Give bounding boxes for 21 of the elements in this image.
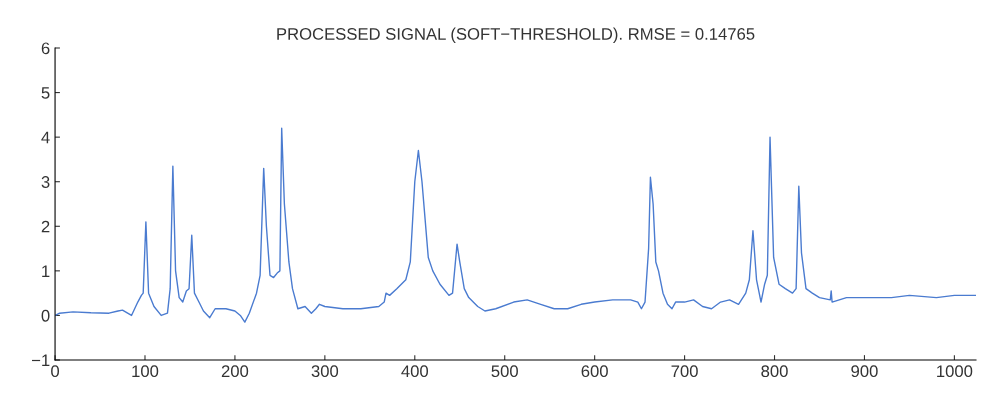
x-tick-label: 100: [132, 365, 159, 378]
x-tick-label: 1000: [937, 365, 973, 378]
x-tick-label: 0: [51, 365, 60, 378]
x-tick-label: 700: [671, 365, 698, 378]
x-tick-label: 900: [851, 365, 878, 378]
x-tick-label: 300: [311, 365, 339, 378]
y-tick-label: 4: [41, 131, 50, 144]
y-tick-label: 6: [41, 42, 50, 55]
x-tick-label: 400: [401, 365, 429, 378]
y-tick-label: 1: [42, 265, 50, 277]
line-series: [55, 127, 976, 323]
y-tick-label: −1: [32, 354, 50, 367]
y-tick-label: 2: [41, 220, 50, 233]
x-tick-label: 800: [761, 365, 788, 378]
y-tick-label: 5: [41, 87, 50, 99]
y-tick-label: 0: [41, 309, 50, 322]
y-tick-label: 3: [41, 176, 50, 188]
x-tick-label: 600: [581, 365, 608, 378]
chart-title: PROCESSED SIGNAL (SOFT−THRESHOLD). RMSE = 0.14765: [277, 27, 755, 44]
x-tick-label: 200: [221, 365, 249, 378]
x-tick-label: 500: [491, 365, 518, 378]
